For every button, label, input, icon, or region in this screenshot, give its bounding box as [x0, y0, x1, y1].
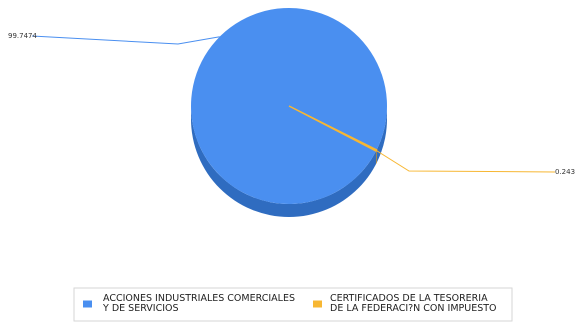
- leader-line-certificados: [302, 112, 556, 173]
- legend-swatch-certificados: [313, 300, 322, 308]
- legend: ACCIONES INDUSTRIALES COMERCIALES Y DE S…: [73, 287, 513, 322]
- leader-line-acciones: [31, 35, 220, 45]
- pie-side-certificados: [375, 149, 377, 165]
- data-label-layer: 99.7474 0.243: [8, 32, 575, 176]
- legend-label-acciones-line1: ACCIONES INDUSTRIALES COMERCIALES: [103, 293, 295, 304]
- legend-label-acciones-line2: Y DE SERVICIOS: [102, 303, 179, 314]
- legend-label-certificados-line1: CERTIFICADOS DE LA TESORERIA: [330, 293, 488, 304]
- pie-layer: [190, 8, 387, 217]
- data-label-acciones: 99.7474: [8, 32, 37, 40]
- data-label-certificados: 0.243: [555, 168, 575, 176]
- legend-label-certificados-line2: DE LA FEDERACI?N CON IMPUESTO: [330, 303, 497, 314]
- legend-swatch-acciones: [83, 300, 92, 308]
- legend-box: [73, 287, 513, 322]
